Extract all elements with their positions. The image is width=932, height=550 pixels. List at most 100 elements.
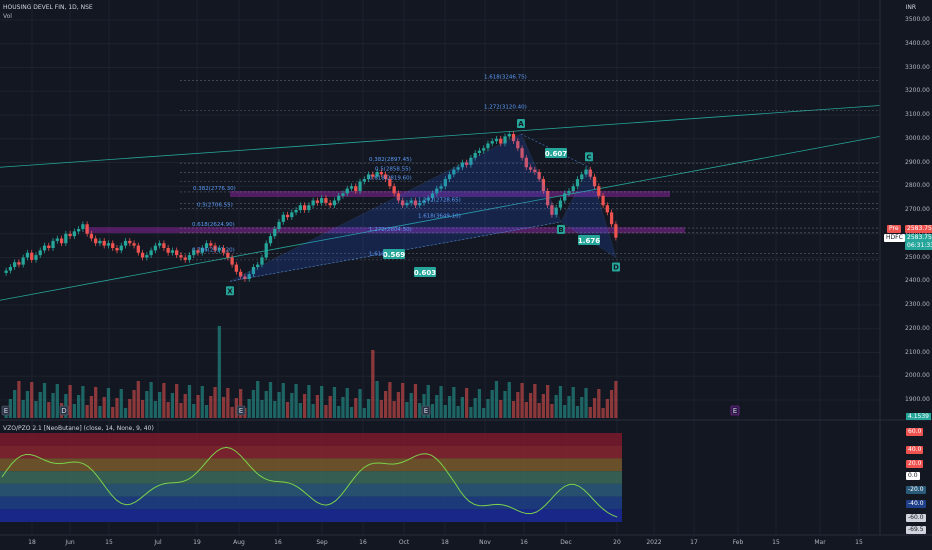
candle <box>396 193 401 201</box>
volume-bar <box>42 383 47 418</box>
candle <box>418 202 422 206</box>
candle <box>30 252 34 260</box>
candle <box>550 205 554 215</box>
symbol-title[interactable]: HOUSING DEVEL FIN, 1D, NSE <box>3 4 93 11</box>
candle <box>285 214 290 218</box>
volume-bar <box>469 407 473 418</box>
volume-bar <box>592 398 597 418</box>
time-axis-label: 16 <box>274 539 282 546</box>
candle <box>247 274 251 279</box>
candle <box>332 200 337 206</box>
fib-label: 0.786(2517.20) <box>192 247 235 253</box>
candle <box>358 181 362 191</box>
volume-bar <box>34 401 38 418</box>
osc-level-tag: -60.0 <box>906 514 926 522</box>
volume-bar <box>460 397 464 418</box>
event-marker-label: D <box>61 407 66 415</box>
candle <box>379 172 383 175</box>
candle <box>477 150 482 153</box>
candle <box>209 243 213 246</box>
oscillator-title[interactable]: VZO/PZO 2.1 [NeoButane] (close, 14, None… <box>3 425 154 432</box>
candle <box>605 205 609 213</box>
candle <box>217 248 221 251</box>
candle <box>324 198 328 203</box>
candle <box>443 179 447 187</box>
pattern-point-label: C <box>586 153 591 161</box>
volume-bar <box>166 402 170 418</box>
candle <box>47 245 51 248</box>
volume-bar <box>209 396 213 418</box>
candle <box>76 229 81 232</box>
candle <box>140 252 145 258</box>
candle <box>580 174 584 180</box>
candle <box>597 186 601 196</box>
volume-bar <box>567 396 571 418</box>
volume-bar <box>55 384 59 418</box>
volume-bar <box>409 393 413 418</box>
candle <box>298 205 302 210</box>
volume-bar <box>413 384 418 418</box>
candle <box>482 148 486 151</box>
channel-bottom-line <box>0 135 881 301</box>
volume-bar <box>213 387 217 418</box>
candle <box>132 243 136 246</box>
volume-bar <box>452 387 456 418</box>
osc-band <box>0 471 622 484</box>
symbol-tag: HDFC <box>884 234 905 242</box>
price-axis-label: 3500.00 <box>905 16 930 23</box>
candle <box>520 148 524 158</box>
volume-bar <box>51 393 55 418</box>
candle <box>119 245 123 251</box>
volume-bar <box>503 391 507 418</box>
volume-bar <box>170 393 175 418</box>
candle <box>571 186 575 191</box>
volume-bar <box>256 381 260 418</box>
volume-bar <box>379 400 383 418</box>
candle <box>388 179 392 187</box>
candle <box>575 179 580 187</box>
candle <box>337 195 341 201</box>
oscillator-line <box>1 446 618 518</box>
price-axis-label: 2500.00 <box>905 253 930 261</box>
volume-bar <box>111 407 115 418</box>
pattern-point-label: X <box>227 287 233 295</box>
time-axis-label: 2022 <box>646 539 662 546</box>
event-marker-label: E <box>733 407 737 415</box>
osc-level-tag: -20.0 <box>906 486 926 494</box>
volume-bar <box>226 388 230 418</box>
pattern-point-label: B <box>558 226 563 234</box>
price-axis-label: 3200.00 <box>905 87 930 95</box>
fib-label: 1.272(2728.65) <box>418 197 461 203</box>
time-axis-label: 15 <box>855 539 863 546</box>
candle <box>426 198 430 201</box>
candle <box>375 172 379 177</box>
volume-label[interactable]: Vol <box>3 13 12 20</box>
price-axis-label: 2700.00 <box>905 206 930 213</box>
volume-bar <box>584 388 588 418</box>
volume-bar <box>571 387 575 418</box>
volume-bar <box>588 407 592 418</box>
fib-label: 1.272(2604.50) <box>369 227 412 233</box>
candle <box>554 207 558 215</box>
candle <box>541 179 546 191</box>
candle <box>221 248 226 253</box>
volume-bar <box>499 400 503 418</box>
candle <box>273 229 277 237</box>
volume-bar <box>200 386 204 418</box>
volume-bar <box>362 408 366 418</box>
fib-label: 1.618(3246.75) <box>484 74 527 80</box>
volume-bar <box>179 403 183 418</box>
volume-bar <box>281 383 285 418</box>
volume-bar <box>575 406 580 418</box>
volume-bar <box>558 386 563 418</box>
volume-bar <box>486 399 490 418</box>
volume-bar <box>273 401 277 418</box>
volume-bar <box>136 381 140 418</box>
price-axis-label: 2400.00 <box>905 277 930 285</box>
volume-bar <box>158 392 162 418</box>
volume-bar <box>609 390 614 418</box>
volume-bar <box>72 404 76 418</box>
candle <box>94 238 98 244</box>
